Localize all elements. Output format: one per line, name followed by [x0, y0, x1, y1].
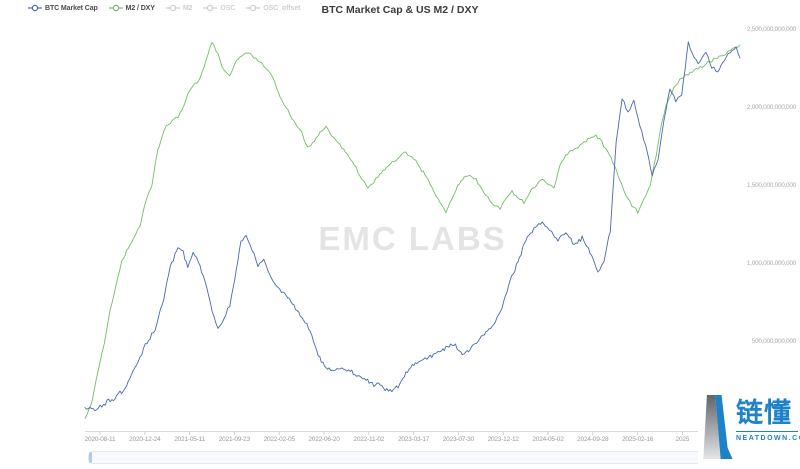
- navigator-left-handle[interactable]: [89, 452, 92, 463]
- legend-label: BTC Market Cap: [45, 4, 98, 12]
- line-marker-icon: [28, 4, 42, 12]
- x-axis-label: 2021-09-23: [218, 436, 251, 443]
- x-axis-label: 2022-11-02: [353, 436, 385, 443]
- y-axis-label: 1,000,000,000,000: [746, 260, 796, 268]
- line-marker-icon: [203, 4, 218, 12]
- x-axis-label: 2023-12-12: [487, 436, 519, 443]
- m2-dxy-line: [84, 41, 741, 419]
- legend-item-m2[interactable]: M2: [165, 4, 193, 12]
- x-axis-label: 2024-05-02: [532, 436, 564, 443]
- legend-label: M2: [182, 4, 193, 12]
- line-marker-icon: [165, 4, 180, 12]
- x-axis-label: 2025: [675, 436, 690, 443]
- legend-item-btc-market-cap[interactable]: BTC Market Cap: [28, 4, 98, 12]
- legend-label: M2 / DXY: [125, 4, 155, 12]
- range-navigator-scrollbar[interactable]: [88, 451, 726, 464]
- legend-label: OSC_offset: [263, 4, 301, 12]
- logo-divider: [736, 431, 798, 433]
- x-axis-label: 2021-05-11: [174, 436, 205, 443]
- x-axis-label: 2024-09-28: [577, 436, 609, 443]
- x-axis-label: 2023-03-17: [397, 436, 430, 443]
- y-axis-label: 500,000,000,000: [751, 338, 797, 345]
- y-axis-label: 2,000,000,000,000: [746, 104, 796, 112]
- x-axis-label: 2022-02-05: [263, 436, 295, 443]
- watermark-text: EMC LABS: [318, 220, 507, 257]
- x-axis-label: 2022-06-20: [308, 436, 340, 443]
- logo-l-mark-icon: [703, 395, 733, 459]
- x-axis-label: 2023-07-30: [442, 436, 475, 443]
- legend-label: OSC: [220, 4, 236, 12]
- legend: BTC Market Cap M2 / DXY M2 OSC OSC_offse…: [28, 4, 300, 12]
- y-axis-label: 1,500,000,000,000: [746, 182, 796, 190]
- x-axis-label: 2025-02-16: [621, 436, 654, 443]
- line-marker-icon: [246, 4, 261, 12]
- line-marker-icon: [108, 4, 123, 12]
- x-axis-label: 2020-08-11: [84, 436, 116, 443]
- legend-item-m2-dxy[interactable]: M2 / DXY: [108, 4, 155, 12]
- chart-title: BTC Market Cap & US M2 / DXY: [321, 4, 479, 16]
- btc-market-cap-line: [84, 41, 741, 412]
- y-axis-label: 2,500,000,000,000: [746, 26, 796, 34]
- logo-brand-text: 链懂: [736, 398, 792, 428]
- legend-item-osc-offset[interactable]: OSC_offset: [246, 4, 300, 12]
- site-logo: 链懂 NEATDOWN.COM: [698, 386, 800, 469]
- legend-item-osc[interactable]: OSC: [203, 4, 235, 12]
- x-axis-label: 2020-12-24: [129, 436, 161, 443]
- logo-domain-text: NEATDOWN.COM: [736, 435, 800, 443]
